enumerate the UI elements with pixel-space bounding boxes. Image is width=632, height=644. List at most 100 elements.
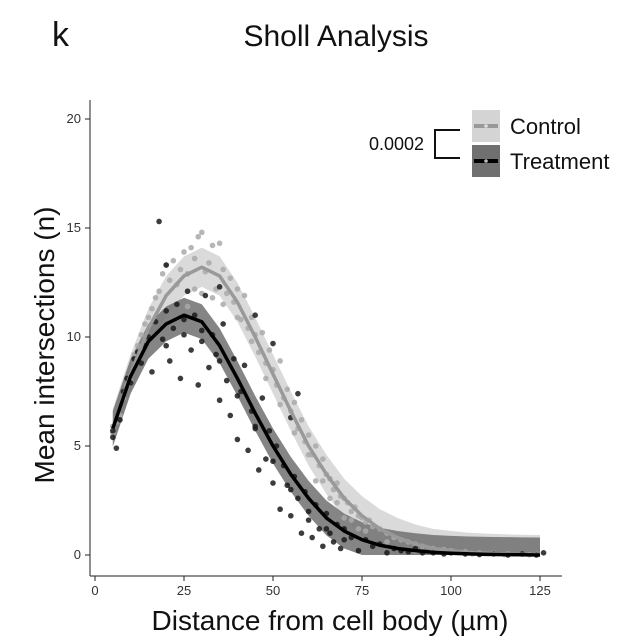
point-control bbox=[348, 517, 355, 523]
point-control bbox=[334, 499, 340, 506]
point-treatment bbox=[202, 292, 209, 299]
point-control bbox=[209, 242, 216, 249]
x-tick-label: 100 bbox=[440, 583, 462, 598]
point-control bbox=[206, 260, 212, 266]
point-control bbox=[277, 358, 283, 364]
point-treatment bbox=[188, 347, 194, 353]
point-control bbox=[263, 375, 269, 382]
point-control bbox=[327, 495, 333, 502]
point-treatment bbox=[330, 539, 337, 545]
point-treatment bbox=[263, 456, 269, 462]
point-control bbox=[149, 305, 155, 312]
point-treatment bbox=[266, 427, 273, 434]
point-treatment bbox=[117, 417, 123, 423]
point-treatment bbox=[163, 262, 169, 268]
point-control bbox=[145, 314, 152, 321]
point-treatment bbox=[184, 288, 191, 295]
x-axis-label: Distance from cell body (µm) bbox=[152, 605, 509, 636]
point-treatment bbox=[177, 375, 184, 382]
point-treatment bbox=[216, 284, 223, 290]
confidence-ribbons bbox=[112, 247, 541, 555]
ribbon-control bbox=[112, 247, 541, 555]
point-treatment bbox=[284, 482, 291, 489]
point-treatment bbox=[149, 369, 155, 375]
point-treatment bbox=[163, 308, 169, 314]
panel-letter: k bbox=[52, 16, 69, 54]
point-control bbox=[177, 266, 184, 273]
mean-line-treatment bbox=[111, 313, 541, 557]
point-treatment bbox=[252, 425, 258, 432]
point-control bbox=[312, 443, 319, 449]
point-treatment bbox=[166, 358, 173, 364]
point-treatment bbox=[384, 550, 390, 556]
point-control bbox=[216, 240, 223, 247]
point-control bbox=[152, 294, 159, 301]
point-treatment bbox=[259, 395, 266, 401]
point-control bbox=[277, 401, 283, 408]
point-treatment bbox=[305, 517, 312, 523]
chart-title: Sholl Analysis bbox=[243, 20, 429, 53]
point-treatment bbox=[231, 356, 237, 362]
point-treatment bbox=[327, 530, 333, 536]
point-treatment bbox=[191, 312, 198, 319]
point-treatment bbox=[110, 434, 116, 441]
point-treatment bbox=[227, 412, 234, 419]
point-treatment bbox=[195, 382, 202, 388]
point-treatment bbox=[288, 486, 294, 493]
point-control bbox=[291, 399, 298, 406]
x-tick-label: 50 bbox=[266, 583, 280, 598]
point-control bbox=[156, 288, 162, 295]
point-treatment bbox=[216, 358, 223, 364]
point-control bbox=[134, 342, 141, 349]
significance-bracket bbox=[434, 129, 460, 159]
point-control bbox=[220, 266, 226, 273]
point-control bbox=[348, 508, 355, 515]
point-control bbox=[191, 255, 198, 262]
point-control bbox=[191, 286, 198, 292]
point-treatment bbox=[540, 550, 547, 556]
point-treatment bbox=[199, 327, 205, 334]
x-tick-label: 75 bbox=[355, 583, 369, 598]
point-control bbox=[223, 290, 230, 297]
point-treatment bbox=[288, 512, 294, 519]
point-control bbox=[166, 277, 173, 284]
point-treatment bbox=[156, 218, 162, 225]
point-treatment bbox=[323, 526, 330, 532]
point-control bbox=[291, 430, 298, 436]
point-treatment bbox=[181, 316, 187, 323]
point-control bbox=[199, 229, 205, 236]
point-treatment bbox=[181, 332, 187, 338]
y-axis-label: Mean intersections (n) bbox=[29, 206, 60, 483]
point-treatment bbox=[174, 301, 180, 308]
point-control bbox=[362, 528, 369, 534]
point-treatment bbox=[337, 545, 344, 552]
point-control bbox=[312, 478, 319, 484]
point-treatment bbox=[298, 530, 305, 536]
point-treatment bbox=[320, 543, 326, 550]
point-treatment bbox=[216, 397, 223, 404]
point-treatment bbox=[159, 336, 166, 342]
point-control bbox=[298, 417, 305, 423]
x-tick-label: 125 bbox=[529, 583, 551, 598]
legend-point-control bbox=[484, 124, 488, 128]
point-control bbox=[320, 478, 326, 484]
point-treatment bbox=[110, 427, 116, 434]
point-control bbox=[305, 451, 312, 458]
point-treatment bbox=[316, 526, 323, 532]
point-treatment bbox=[252, 312, 258, 319]
axes: 0 25 50 75 100 125 0 5 10 15 20 bbox=[67, 100, 562, 598]
point-treatment bbox=[213, 351, 219, 358]
point-treatment bbox=[199, 338, 205, 345]
point-treatment bbox=[170, 325, 177, 332]
point-treatment bbox=[309, 534, 315, 541]
point-control bbox=[355, 526, 362, 532]
point-treatment bbox=[341, 536, 348, 543]
point-treatment bbox=[270, 458, 276, 465]
mean-curves bbox=[111, 265, 541, 557]
point-control bbox=[142, 321, 148, 327]
point-control bbox=[138, 332, 145, 338]
point-control bbox=[227, 275, 234, 281]
point-control bbox=[184, 303, 191, 310]
point-control bbox=[284, 386, 291, 393]
